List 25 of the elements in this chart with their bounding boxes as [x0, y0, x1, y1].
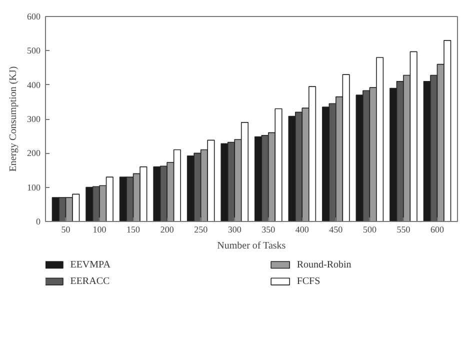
legend-label: Round-Robin [296, 259, 352, 270]
x-tick-label: 200 [160, 224, 174, 234]
y-tick-label: 200 [27, 148, 41, 158]
x-tick-label: 500 [362, 224, 377, 234]
x-tick-label: 550 [396, 224, 411, 234]
y-tick-label: 0 [36, 216, 41, 226]
legend-label: EEVMPA [70, 259, 112, 270]
y-tick-label: 100 [27, 182, 41, 192]
x-tick-label: 400 [295, 224, 310, 234]
y-tick-label: 400 [27, 80, 41, 90]
x-axis-title: Number of Tasks [217, 240, 286, 252]
x-tick-label: 150 [126, 224, 141, 234]
x-tick-label: 300 [228, 224, 242, 234]
y-tick-label: 500 [27, 46, 41, 56]
x-tick-label: 250 [194, 224, 208, 234]
legend-label: EERACC [70, 276, 110, 288]
legend-label: FCFS [296, 276, 320, 288]
x-tick-label: 350 [262, 224, 276, 234]
x-tick-label: 600 [430, 224, 444, 234]
y-tick-label: 600 [27, 12, 41, 22]
y-axis-title: Energy Consumption (KJ) [8, 66, 19, 172]
x-tick-label: 100 [92, 224, 107, 234]
x-tick-label: 450 [329, 224, 344, 234]
y-tick-label: 300 [27, 114, 41, 124]
x-tick-label: 50 [61, 224, 71, 234]
